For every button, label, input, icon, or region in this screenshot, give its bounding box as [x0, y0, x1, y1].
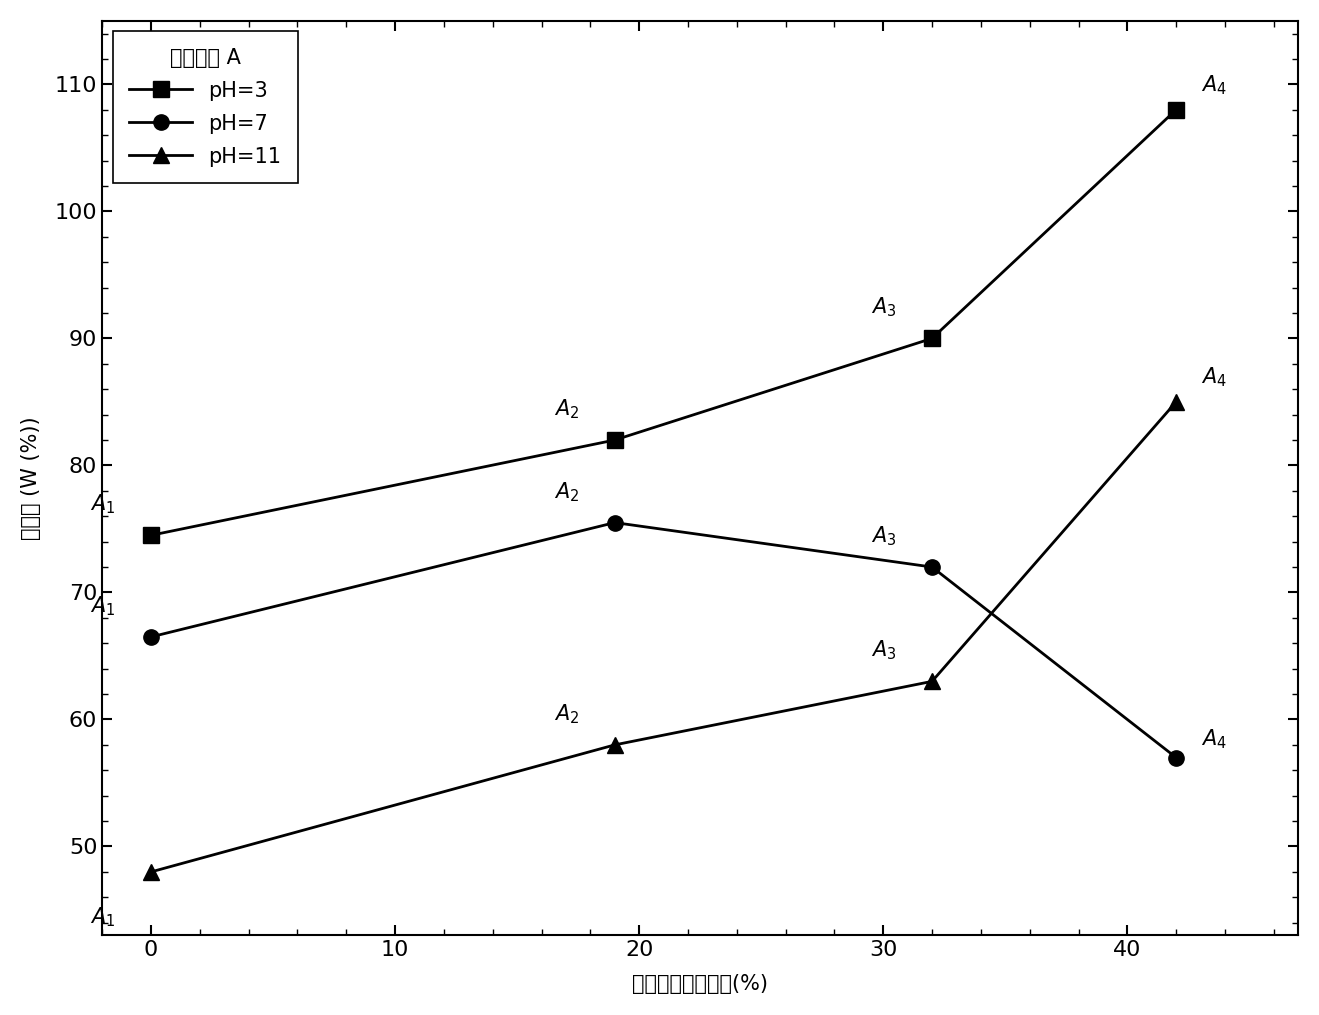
Text: $A_3$: $A_3$: [871, 638, 897, 663]
pH=3: [1169, 104, 1184, 116]
Text: $A_1$: $A_1$: [90, 905, 115, 929]
pH=3: [925, 332, 940, 344]
Text: $A_3$: $A_3$: [871, 525, 897, 548]
Text: $A_2$: $A_2$: [554, 397, 579, 421]
pH=7: [925, 561, 940, 573]
pH=3: [607, 434, 623, 447]
pH=11: [925, 675, 940, 687]
Text: $A_3$: $A_3$: [871, 295, 897, 320]
Line: pH=3: pH=3: [144, 103, 1183, 543]
pH=11: [607, 739, 623, 751]
Y-axis label: 吸胀率 (W (%)): 吸胀率 (W (%)): [21, 416, 41, 540]
Text: $A_2$: $A_2$: [554, 702, 579, 726]
pH=11: [142, 866, 158, 878]
Text: $A_4$: $A_4$: [1200, 728, 1227, 751]
pH=7: [1169, 751, 1184, 763]
Line: pH=11: pH=11: [144, 394, 1183, 880]
pH=7: [142, 630, 158, 642]
X-axis label: 温敏扩链剂的含量(%): 温敏扩链剂的含量(%): [632, 974, 768, 994]
Text: $A_1$: $A_1$: [90, 492, 115, 517]
pH=11: [1169, 396, 1184, 408]
Text: $A_1$: $A_1$: [90, 594, 115, 618]
Legend: pH=3, pH=7, pH=11: pH=3, pH=7, pH=11: [112, 31, 298, 184]
Text: $A_4$: $A_4$: [1200, 365, 1227, 389]
pH=3: [142, 529, 158, 541]
pH=7: [607, 517, 623, 529]
Text: $A_2$: $A_2$: [554, 480, 579, 503]
Text: $A_4$: $A_4$: [1200, 73, 1227, 97]
Line: pH=7: pH=7: [144, 515, 1183, 765]
